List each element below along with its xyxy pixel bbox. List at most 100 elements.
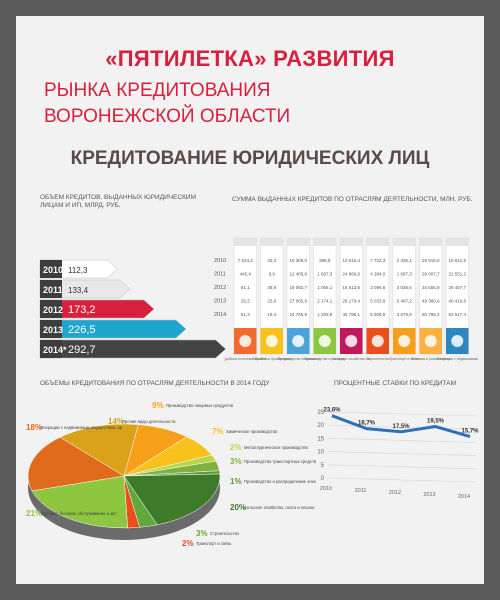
pie-sector-label-10: Прочие виды деятельности xyxy=(122,419,176,424)
rates-xtick-0: 2010 xyxy=(320,486,332,492)
table-cell: 61,3 xyxy=(241,312,250,317)
pie-pct-label-4: 1% xyxy=(230,477,242,486)
rates-value-label-0: 23,6% xyxy=(323,408,341,414)
pie-sector-label-2: Металлургическое производство xyxy=(244,445,309,450)
rates-ytick: 0 xyxy=(321,476,325,482)
table-sector-label-0: Добыча полезных ископа xyxy=(225,357,266,361)
sectors-pie-chart: 9% Производство пищевых продуктов 7% Химиче… xyxy=(26,401,316,548)
pie-pct-label-6: 3% xyxy=(196,529,208,538)
pie-pct-label-0: 9% xyxy=(152,401,164,410)
volume-year-label-3: 2013 xyxy=(43,325,63,335)
table-column-header-7 xyxy=(419,238,442,246)
pie-slice-5 xyxy=(123,473,221,526)
table-cell: 45 795,1 xyxy=(342,312,360,317)
table-cell: 28 457,7 xyxy=(448,285,466,290)
volume-year-label-0: 2010 xyxy=(43,265,63,275)
table-cell: 21 551,2 xyxy=(448,272,466,277)
table-cell: 27 065,9 xyxy=(289,299,307,304)
rates-value-label-1: 18,7% xyxy=(358,421,376,427)
volume-value-label-4: 292,7 xyxy=(68,344,96,356)
table-cell: 5 033,9 xyxy=(370,299,386,304)
pie-pct-label-5: 20% xyxy=(230,503,246,512)
pie-pct-label-9: 18% xyxy=(26,423,42,432)
realty-icon xyxy=(451,335,464,347)
rates-ytick: 5 xyxy=(321,463,325,469)
rates-value-label-2: 17,5% xyxy=(392,424,410,430)
volume-year-box-1 xyxy=(40,280,62,298)
pie-pct-label-3: 3% xyxy=(230,457,242,466)
table-sector-label-6: Транспорт и связь xyxy=(389,357,419,361)
rates-xtick-2: 2012 xyxy=(389,490,401,496)
trade-icon xyxy=(424,335,437,347)
rates-gridline xyxy=(327,477,477,483)
volume-year-label-2: 2012 xyxy=(43,305,63,315)
table-cell: 1 697,3 xyxy=(317,272,333,277)
volume-chart-title: ОБЪЕМ КРЕДИТОВ, ВЫДАННЫХ ЮРИДИЧЕСКИМ ЛИЦ… xyxy=(40,194,197,209)
volume-value-label-0: 112,3 xyxy=(68,266,88,275)
table-cell: 61,1 xyxy=(241,285,250,290)
table-cell: 28 179,4 xyxy=(342,299,360,304)
table-column-header-8 xyxy=(446,238,469,246)
table-cell: 2 174,1 xyxy=(317,299,333,304)
volume-year-label-4: 2014* xyxy=(43,345,67,355)
table-cell: 24 866,6 xyxy=(342,272,360,277)
table-year-label-0: 2010 xyxy=(214,258,226,264)
rates-ytick: 15 xyxy=(317,436,324,442)
rates-line xyxy=(331,414,471,438)
agriculture-icon xyxy=(345,335,358,347)
mining-icon xyxy=(239,335,252,347)
table-sector-label-4: Сельское хозяйство, ох xyxy=(332,357,370,361)
rates-ytick: 20 xyxy=(317,423,324,429)
table-cell: 8,9 xyxy=(269,272,276,277)
rates-value-label-4: 15,7% xyxy=(461,429,479,435)
table-cell: 19 612,5 xyxy=(448,258,466,263)
table-cell: 7 722,3 xyxy=(370,258,386,263)
pie-pct-label-2: 2% xyxy=(230,443,242,452)
table-cell: 15 305,0 xyxy=(289,258,307,263)
table-year-label-1: 2011 xyxy=(214,272,226,278)
table-column-header-5 xyxy=(366,238,389,246)
food-icon xyxy=(292,335,305,347)
table-cell: 1 293,8 xyxy=(317,312,333,317)
pie-sector-label-5: Сельское хозяйство, охота и лесное х xyxy=(244,505,316,510)
pie-pct-label-8: 21% xyxy=(26,509,42,518)
volume-value-label-1: 133,4 xyxy=(68,286,89,295)
volume-year-box-2 xyxy=(40,300,62,318)
table-cell: 34 655,9 xyxy=(422,285,440,290)
table-column-header-3 xyxy=(313,238,336,246)
sectors-table-title: СУММА ВЫДАННЫХ КРЕДИТОВ ПО ОТРАСЛЯМ ДЕЯТ… xyxy=(232,196,473,203)
infographic-poster: «ПЯТИЛЕТКА» РАЗВИТИЯ РЫНКА КРЕДИТОВАНИЯ … xyxy=(16,16,484,584)
table-cell: 25,3 xyxy=(267,258,276,263)
rates-gridline xyxy=(327,424,477,430)
rates-ytick: 25 xyxy=(317,410,324,416)
table-sector-label-3: Производство и распред xyxy=(305,357,345,361)
volume-year-box-0 xyxy=(40,260,62,278)
table-cell: 10 615,4 xyxy=(342,258,360,263)
table-cell: 24 765,8 xyxy=(289,312,307,317)
rates-chart-title: ПРОЦЕНТНЫЕ СТАВКИ ПО КРЕДИТАМ xyxy=(334,380,457,387)
rates-ytick: 10 xyxy=(317,450,324,456)
rates-xtick-3: 2013 xyxy=(423,492,435,498)
rates-xtick-4: 2014 xyxy=(458,494,470,500)
pie-pct-label-1: 7% xyxy=(212,427,224,436)
table-column-header-0 xyxy=(234,238,257,246)
pie-slice-9 xyxy=(27,436,125,492)
table-cell: 52 517,4 xyxy=(448,312,466,317)
rates-value-label-3: 19,5% xyxy=(427,419,445,425)
table-column-header-6 xyxy=(393,238,416,246)
volume-value-label-2: 173,2 xyxy=(68,304,96,316)
rates-gridline xyxy=(327,451,477,456)
table-cell: 49 380,9 xyxy=(422,299,440,304)
title-line-1: «ПЯТИЛЕТКА» РАЗВИТИЯ xyxy=(105,46,395,71)
title-line-2: РЫНКА КРЕДИТОВАНИЯ xyxy=(44,80,271,101)
table-cell: 286,8 xyxy=(319,258,331,263)
table-year-label-2: 2012 xyxy=(214,285,226,291)
volume-value-label-3: 226,5 xyxy=(68,324,96,336)
pie-sector-label-4: Производство и распределение электро xyxy=(244,479,316,484)
pie-sector-label-7: Транспорт и связь xyxy=(196,541,232,546)
pie-sector-label-8: Торговля, бытовое обслуживание и авт xyxy=(40,511,117,516)
section-subtitle: КРЕДИТОВАНИЕ ЮРИДИЧЕСКИХ ЛИЦ xyxy=(70,148,430,169)
title-line-3: ВОРОНЕЖСКОЙ ОБЛАСТИ xyxy=(44,106,291,127)
volume-year-box-4 xyxy=(40,340,62,358)
rates-xtick-1: 2011 xyxy=(355,488,367,494)
